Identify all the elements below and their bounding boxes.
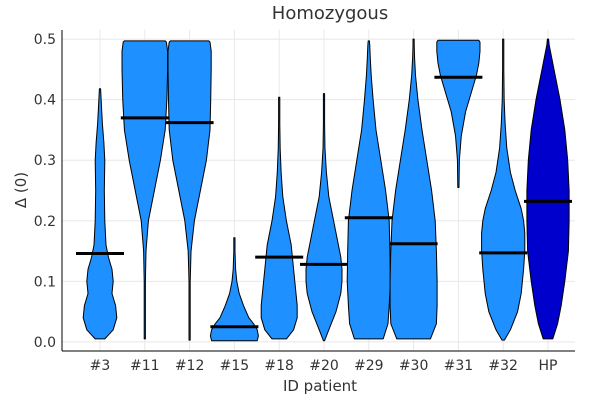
violin-30 <box>389 38 438 340</box>
y-tick-label: 0.0 <box>34 335 56 351</box>
x-tick-label: #15 <box>220 358 250 374</box>
x-tick-label: #18 <box>264 358 294 374</box>
y-tick-label: 0.2 <box>34 214 56 230</box>
y-tick-label: 0.3 <box>34 153 56 169</box>
chart-title: Homozygous <box>272 3 388 24</box>
x-axis-label: ID patient <box>283 377 357 395</box>
y-tick-labels: 0.0 0.1 0.2 0.3 0.4 0.5 <box>34 32 56 351</box>
violin-3 <box>82 88 118 340</box>
violin-layer <box>82 38 570 342</box>
x-tick-label: #12 <box>175 358 205 374</box>
violin-29 <box>346 40 391 340</box>
violin-HP <box>526 38 570 340</box>
y-tick-label: 0.5 <box>34 32 56 48</box>
x-tick-label: #32 <box>488 358 518 374</box>
violin-32 <box>481 38 526 341</box>
median-layer <box>76 75 572 329</box>
violin-15 <box>209 237 259 342</box>
x-tick-label: #30 <box>399 358 429 374</box>
violin-31 <box>436 39 481 188</box>
x-tick-label: #3 <box>90 358 111 374</box>
x-tick-label: #31 <box>444 358 474 374</box>
violin-12 <box>167 40 212 341</box>
y-tick-label: 0.4 <box>34 93 56 109</box>
violin-11 <box>121 40 169 340</box>
violin-20 <box>305 93 343 342</box>
x-tick-label: #29 <box>354 358 384 374</box>
violin-18 <box>260 96 298 340</box>
x-tick-label: #20 <box>309 358 339 374</box>
y-tick-label: 0.1 <box>34 274 56 290</box>
y-axis-label: Δ (0) <box>12 172 30 208</box>
x-tick-label: HP <box>539 358 558 374</box>
x-tick-labels: #3 #11 #12 #15 #18 #20 #29 #30 #31 #32 HP <box>90 358 558 374</box>
x-tick-label: #11 <box>130 358 160 374</box>
